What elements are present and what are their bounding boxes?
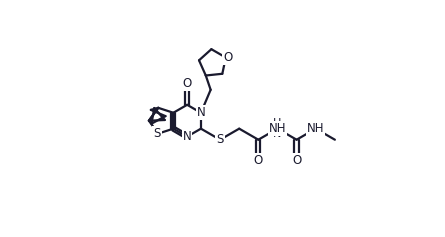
Text: O: O: [223, 51, 233, 64]
Text: N: N: [197, 106, 205, 119]
Text: S: S: [216, 133, 224, 146]
Text: NH: NH: [307, 122, 324, 135]
Text: N: N: [183, 130, 191, 143]
Text: O: O: [292, 155, 301, 167]
Text: H
N: H N: [273, 118, 282, 139]
Text: NH: NH: [269, 122, 286, 135]
Text: O: O: [254, 155, 263, 167]
Text: S: S: [153, 127, 161, 140]
Text: O: O: [182, 77, 192, 90]
